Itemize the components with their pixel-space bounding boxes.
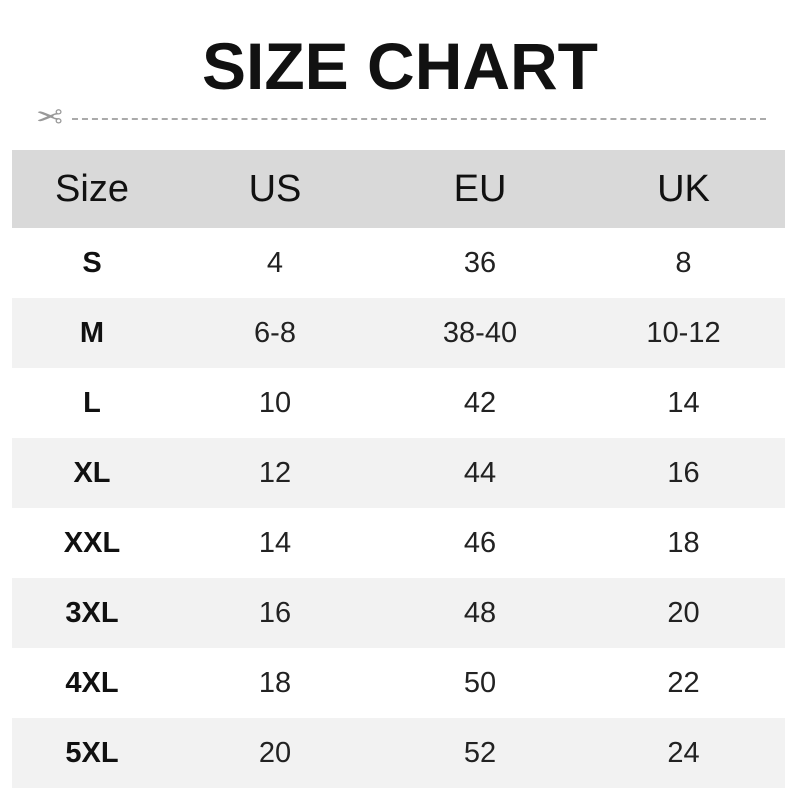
table-row: 5XL 20 52 24 — [12, 718, 785, 788]
uk-cell: 20 — [582, 578, 785, 648]
uk-cell: 14 — [667, 386, 700, 419]
us-cell: 12 — [172, 438, 378, 508]
uk-cell: 22 — [667, 666, 700, 699]
us-cell: 16 — [172, 578, 378, 648]
size-cell: 4XL — [65, 666, 119, 699]
size-cell: 5XL — [12, 718, 172, 788]
eu-cell: 36 — [463, 246, 497, 279]
table-row: 4XL 18 50 22 — [12, 648, 785, 718]
size-cell: XXL — [63, 526, 121, 559]
size-table: Size US EU UK S 4 36 8 M 6-8 38-40 10-12 L 10 42 14… — [12, 150, 785, 788]
page-title: SIZE CHART — [202, 29, 598, 103]
eu-cell: 46 — [463, 526, 497, 559]
eu-cell: 50 — [463, 666, 497, 699]
table-row: S 4 36 8 — [12, 228, 785, 298]
cut-line: ✂ — [36, 99, 766, 135]
header-row: Size US EU UK — [12, 150, 785, 228]
eu-cell: 48 — [378, 578, 582, 648]
table-row: XL 12 44 16 — [12, 438, 785, 508]
us-cell: 4 — [266, 246, 284, 279]
eu-cell: 44 — [378, 438, 582, 508]
us-cell: 10 — [258, 386, 292, 419]
uk-cell: 18 — [667, 526, 700, 559]
size-cell: M — [12, 298, 172, 368]
size-cell: XL — [12, 438, 172, 508]
us-cell: 18 — [258, 666, 292, 699]
uk-cell: 10-12 — [582, 298, 785, 368]
us-cell: 6-8 — [172, 298, 378, 368]
us-cell: 20 — [172, 718, 378, 788]
size-cell: S — [82, 246, 102, 279]
eu-cell: 52 — [378, 718, 582, 788]
size-cell: L — [83, 386, 101, 419]
header-size: Size — [12, 150, 172, 228]
uk-cell: 16 — [582, 438, 785, 508]
header-eu: EU — [378, 150, 582, 228]
uk-cell: 24 — [582, 718, 785, 788]
dashed-line — [72, 118, 766, 120]
table-row: M 6-8 38-40 10-12 — [12, 298, 785, 368]
header-uk: UK — [582, 150, 785, 228]
scissors-icon: ✂ — [36, 99, 63, 135]
table-row: L 10 42 14 — [12, 368, 785, 438]
size-cell: 3XL — [12, 578, 172, 648]
eu-cell: 38-40 — [378, 298, 582, 368]
table-row: XXL 14 46 18 — [12, 508, 785, 578]
uk-cell: 8 — [675, 246, 692, 279]
us-cell: 14 — [258, 526, 292, 559]
eu-cell: 42 — [463, 386, 497, 419]
header-us: US — [172, 150, 378, 228]
table-row: 3XL 16 48 20 — [12, 578, 785, 648]
